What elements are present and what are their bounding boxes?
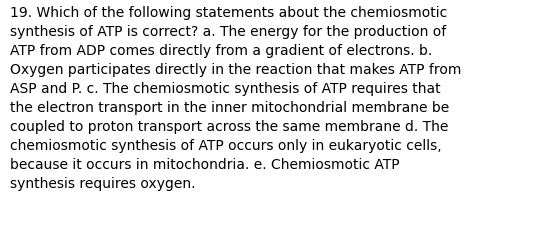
Text: 19. Which of the following statements about the chemiosmotic
synthesis of ATP is: 19. Which of the following statements ab… bbox=[10, 6, 461, 190]
